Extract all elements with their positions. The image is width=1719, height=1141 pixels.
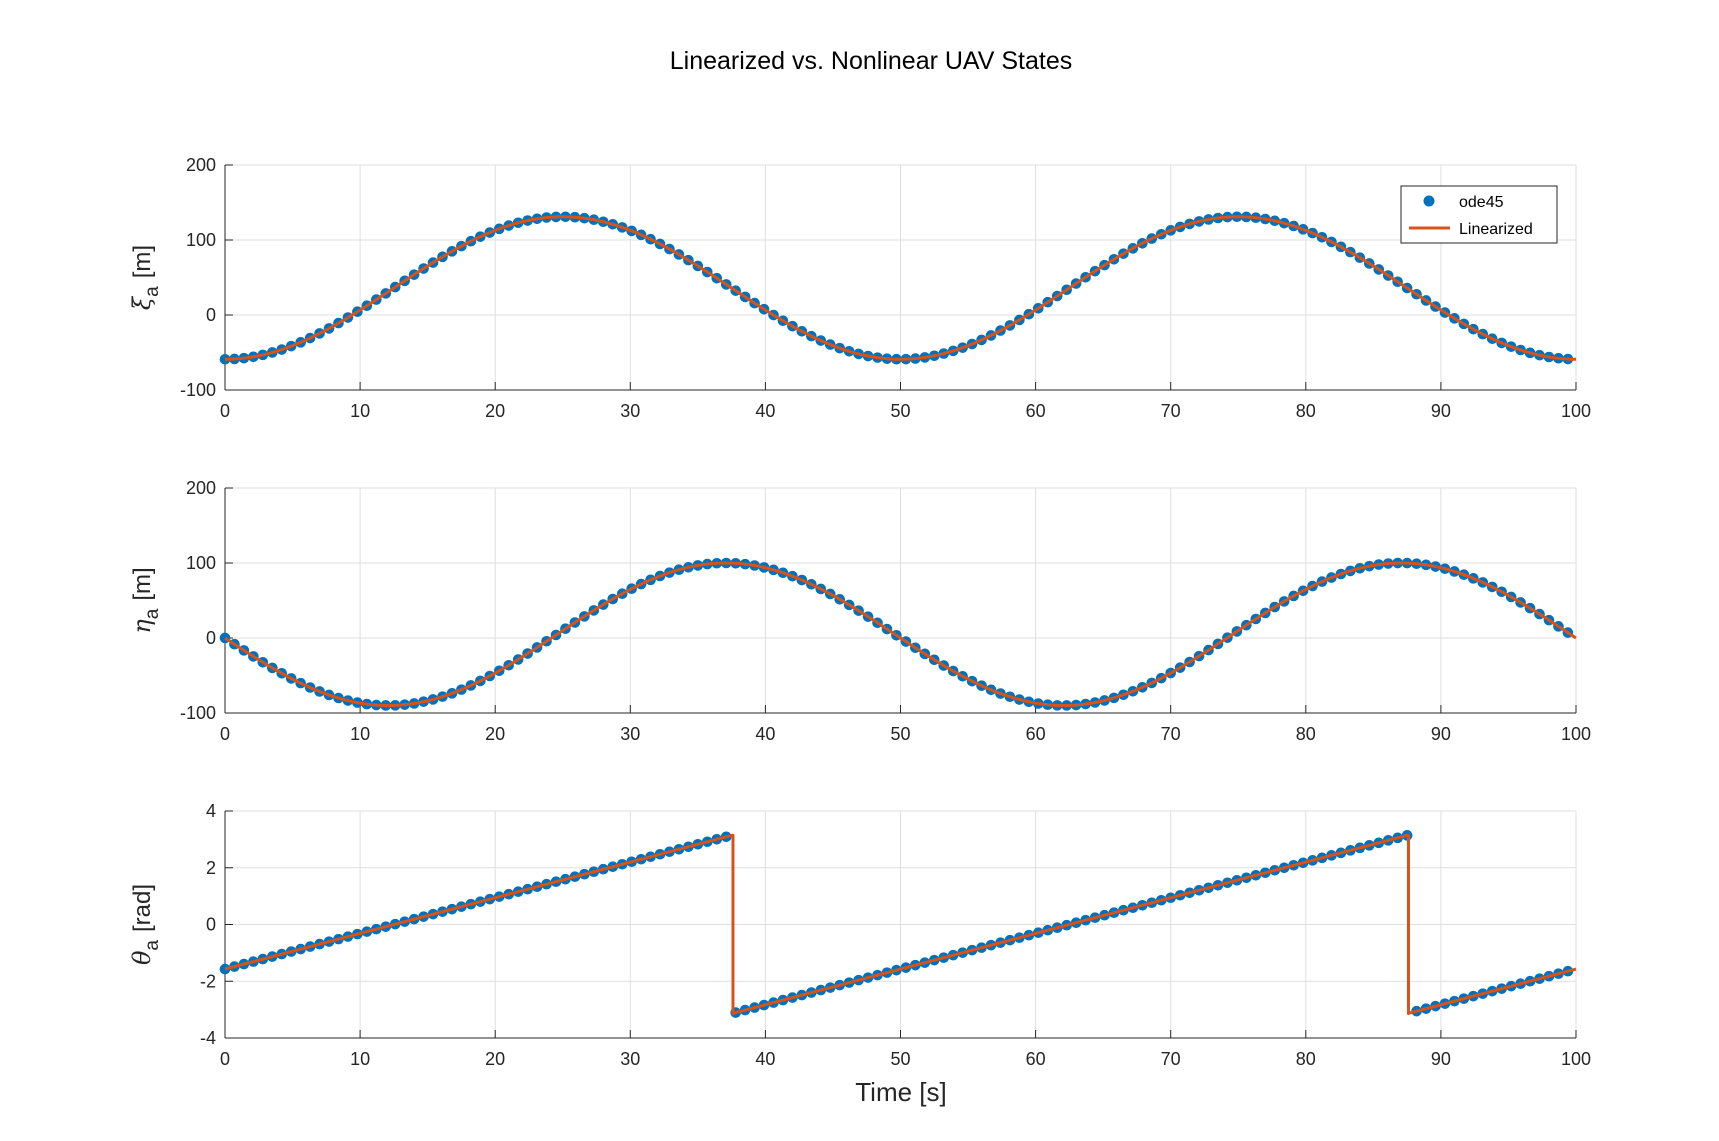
y-axis-subscript: a	[142, 608, 163, 619]
x-tick-label: 30	[620, 401, 640, 421]
x-tick-label: 60	[1026, 1049, 1046, 1069]
x-tick-label: 30	[620, 724, 640, 744]
legend-ode45-marker	[1423, 195, 1435, 207]
x-tick-label: 20	[485, 1049, 505, 1069]
x-tick-label: 60	[1026, 401, 1046, 421]
x-tick-label: 50	[890, 724, 910, 744]
y-tick-label: -100	[180, 703, 216, 723]
legend: ode45 Linearized	[1400, 185, 1558, 244]
ode45-point	[219, 963, 231, 975]
y-axis-symbol: η	[128, 619, 156, 634]
y-axis-unit: [m]	[129, 245, 156, 278]
x-tick-label: 20	[485, 724, 505, 744]
series-linearized-line	[224, 833, 1577, 1016]
x-tick-label: 80	[1296, 724, 1316, 744]
series-linearized-line	[224, 561, 1577, 707]
legend-box	[1400, 185, 1558, 244]
x-tick-label: 90	[1431, 401, 1451, 421]
x-tick-label: 80	[1296, 401, 1316, 421]
x-tick-label: 90	[1431, 724, 1451, 744]
y-tick-label: 2	[206, 858, 216, 878]
y-tick-label: -100	[180, 380, 216, 400]
x-tick-label: 70	[1161, 401, 1181, 421]
y-tick-label: 0	[206, 628, 216, 648]
x-tick-label: 90	[1431, 1049, 1451, 1069]
x-tick-label: 50	[890, 1049, 910, 1069]
x-tick-label: 80	[1296, 1049, 1316, 1069]
x-axis-label: Time [s]	[855, 1077, 946, 1107]
legend-ode45-label: ode45	[1459, 194, 1504, 211]
x-tick-label: 70	[1161, 1049, 1181, 1069]
figure-title: Linearized vs. Nonlinear UAV States	[670, 47, 1073, 75]
legend-linearized-label: Linearized	[1459, 221, 1533, 238]
y-axis-label: θa [rad]	[128, 884, 163, 965]
series-linearized-line	[224, 215, 1577, 361]
x-tick-label: 40	[755, 1049, 775, 1069]
y-axis-label: ηa [m]	[128, 567, 163, 633]
x-tick-label: 50	[890, 401, 910, 421]
x-tick-label: 100	[1561, 401, 1591, 421]
y-axis-label: ξa [m]	[128, 245, 163, 310]
y-axis-subscript: a	[142, 286, 163, 297]
y-tick-label: 0	[206, 305, 216, 325]
x-tick-label: 100	[1561, 1049, 1591, 1069]
x-tick-label: 10	[350, 1049, 370, 1069]
y-tick-label: 200	[186, 478, 216, 498]
y-axis-symbol: θ	[128, 950, 156, 965]
y-tick-label: 4	[206, 801, 216, 821]
x-tick-label: 20	[485, 401, 505, 421]
x-tick-label: 40	[755, 724, 775, 744]
y-tick-label: -4	[200, 1028, 216, 1048]
x-tick-label: 10	[350, 724, 370, 744]
x-tick-label: 60	[1026, 724, 1046, 744]
x-tick-label: 10	[350, 401, 370, 421]
y-tick-label: 0	[206, 915, 216, 935]
y-tick-label: 100	[186, 230, 216, 250]
y-tick-label: -2	[200, 971, 216, 991]
axes-theta: 0 10 20 30 40 50 60 70 80 90 100 -4 -2 0 2 4 θa [rad]	[128, 801, 1591, 1069]
x-tick-label: 70	[1161, 724, 1181, 744]
x-tick-label: 40	[755, 401, 775, 421]
x-tick-label: 0	[220, 401, 230, 421]
y-axis-unit: [m]	[129, 567, 156, 600]
x-tick-label: 0	[220, 1049, 230, 1069]
x-tick-label: 100	[1561, 724, 1591, 744]
y-tick-label: 200	[186, 155, 216, 175]
x-tick-label: 0	[220, 724, 230, 744]
y-axis-subscript: a	[142, 940, 163, 951]
y-axis-unit: [rad]	[129, 884, 156, 932]
x-tick-label: 30	[620, 1049, 640, 1069]
y-axis-symbol: ξ	[128, 295, 156, 310]
y-tick-label: 100	[186, 553, 216, 573]
